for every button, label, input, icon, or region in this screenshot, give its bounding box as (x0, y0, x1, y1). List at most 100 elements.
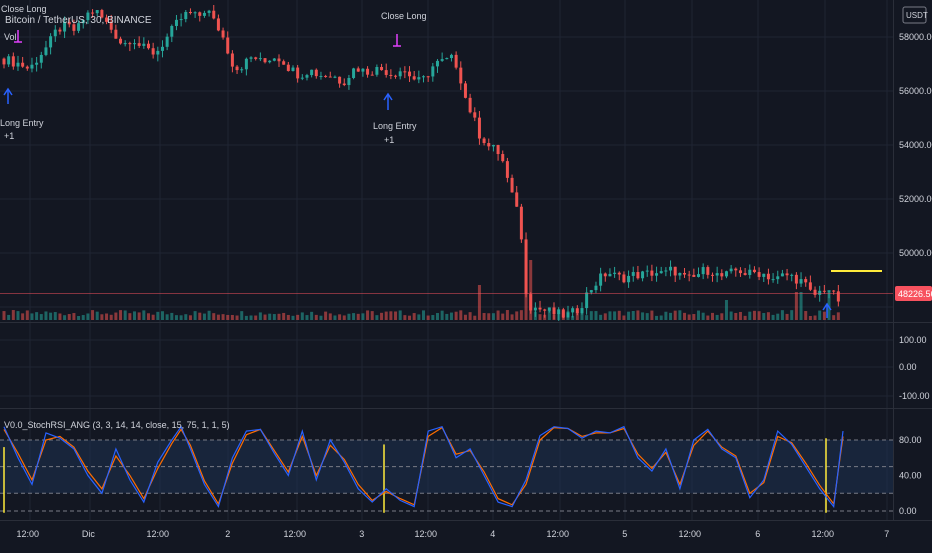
volume-bar (669, 312, 673, 320)
candle-body (30, 64, 34, 69)
symbol-title: Bitcoin / TetherUS, 30, BINANCE (5, 15, 152, 26)
candle-body (710, 274, 714, 276)
volume-bar (380, 312, 384, 320)
volume-bar (631, 310, 635, 320)
last-price-label: 48226.56 (898, 289, 932, 299)
candle-body (105, 17, 109, 22)
candle-body (39, 54, 43, 63)
volume-bar (146, 313, 150, 320)
volume-bar (463, 314, 467, 320)
volume-bar (184, 314, 188, 320)
volume-bar (119, 310, 123, 320)
candle-body (622, 274, 626, 283)
close-long-label: Close Long (1, 4, 47, 14)
candle-body (417, 77, 421, 80)
volume-bar (566, 311, 570, 320)
volume-bar (39, 314, 43, 320)
time-tick-label: 12:00 (284, 529, 307, 539)
volume-bar (836, 312, 840, 320)
volume-bar (561, 311, 565, 320)
close-long-label: Close Long (381, 11, 427, 21)
volume-bar (67, 314, 71, 320)
candle-body (44, 47, 48, 55)
volume-bar (431, 315, 435, 320)
volume-bar (435, 313, 439, 320)
time-tick-label: 12:00 (679, 529, 702, 539)
candle-body (501, 154, 505, 162)
candle-body (543, 309, 547, 311)
volume-bar (72, 313, 76, 320)
candle-body (720, 273, 724, 277)
candle-body (300, 77, 304, 79)
volume-bar (91, 310, 95, 320)
osc-tick-label: -100.00 (899, 391, 930, 401)
candle-body (580, 308, 584, 314)
volume-bar (100, 314, 104, 320)
candle-body (100, 10, 104, 18)
candle-body (380, 67, 384, 71)
candle-body (575, 308, 579, 314)
candle-body (519, 206, 523, 240)
volume-bar (473, 315, 477, 320)
currency-button[interactable] (902, 6, 927, 24)
volume-bar (86, 313, 90, 320)
volume-bar (524, 260, 528, 320)
candle-body (324, 75, 328, 77)
stoch-tick-label: 80.00 (899, 435, 922, 445)
volume-bar (151, 314, 155, 320)
volume-bar (585, 315, 589, 320)
candle-body (53, 29, 57, 37)
volume-bar (81, 315, 85, 320)
candle-body (799, 279, 803, 284)
candle-body (459, 67, 463, 84)
volume-bar (403, 315, 407, 320)
candle-body (780, 273, 784, 277)
volume-bar (650, 310, 654, 320)
candle-body (314, 69, 318, 77)
candle-body (627, 275, 631, 283)
volume-bar (305, 315, 309, 320)
candle-body (142, 43, 146, 46)
candle-body (305, 75, 309, 78)
candle-body (515, 192, 519, 207)
candle-body (198, 12, 202, 16)
long-entry-label: Long Entry (373, 121, 417, 131)
candle-body (683, 272, 687, 275)
volume-bar (790, 310, 794, 320)
price-tick-label: 56000.00 (899, 86, 932, 96)
candle-body (757, 272, 761, 277)
volume-bar (780, 310, 784, 320)
volume-bar (771, 314, 775, 320)
volume-bar (617, 310, 621, 320)
candle-body (655, 273, 659, 276)
candle-body (510, 177, 514, 193)
candle-body (212, 10, 216, 19)
volume-bar (160, 311, 164, 320)
volume-bar (706, 315, 710, 320)
volume-bar (776, 313, 780, 320)
volume-bar (645, 313, 649, 320)
volume-bar (137, 312, 141, 320)
candle-body (328, 76, 332, 78)
time-tick-label: 12:00 (147, 529, 170, 539)
time-tick-label: 12:00 (415, 529, 438, 539)
candle-body (766, 273, 770, 280)
candle-body (258, 58, 262, 60)
volume-bar (505, 310, 509, 320)
candle-body (11, 56, 15, 67)
candle-body (170, 25, 174, 37)
candle-body (2, 58, 6, 65)
candle-body (370, 74, 374, 76)
volume-bar (179, 315, 183, 320)
candle-body (603, 273, 607, 277)
candle-body (552, 307, 556, 315)
candle-body (338, 76, 342, 84)
volume-bar (636, 310, 640, 320)
volume-bar (440, 310, 444, 320)
candle-body (58, 29, 62, 32)
candle-body (146, 43, 150, 49)
candle-body (701, 267, 705, 275)
volume-bar (114, 312, 118, 320)
